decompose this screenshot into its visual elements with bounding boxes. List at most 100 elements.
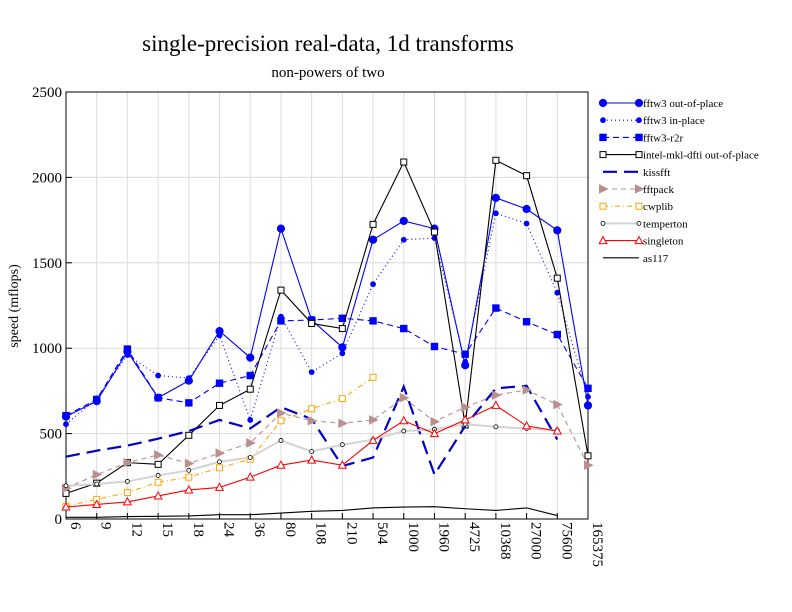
data-point xyxy=(247,417,254,423)
data-point xyxy=(370,281,376,288)
data-point xyxy=(635,202,643,210)
data-point xyxy=(63,421,69,428)
data-point xyxy=(185,375,192,381)
x-tick-label: 15 xyxy=(159,522,175,537)
x-tick-label: 165375 xyxy=(589,522,605,567)
data-point xyxy=(154,394,162,402)
x-tick-label: 24 xyxy=(221,522,237,538)
data-point xyxy=(338,343,347,352)
data-point xyxy=(600,117,606,124)
series-fftw3-out-of-place xyxy=(61,193,593,421)
data-point xyxy=(62,411,70,420)
legend-label: fftw3-r2r xyxy=(643,132,683,144)
data-point xyxy=(491,390,502,400)
data-point xyxy=(214,482,225,491)
data-point xyxy=(636,220,642,226)
y-tick-label: 2500 xyxy=(32,85,62,101)
data-point xyxy=(308,369,315,376)
x-tick-label: 504 xyxy=(374,522,390,545)
data-point xyxy=(185,473,193,481)
data-point xyxy=(307,415,318,426)
data-point xyxy=(399,415,409,425)
data-point xyxy=(308,319,316,327)
legend-entry: kissfft xyxy=(603,167,670,179)
data-point xyxy=(368,435,378,444)
data-point xyxy=(634,235,644,245)
data-point xyxy=(339,350,346,357)
data-point xyxy=(216,401,224,409)
data-point xyxy=(154,478,162,486)
data-point xyxy=(276,224,286,233)
data-point xyxy=(215,379,224,387)
series-line xyxy=(65,389,589,489)
data-point xyxy=(401,428,407,434)
series-line xyxy=(65,212,589,425)
data-point xyxy=(599,184,609,194)
x-tick-label: 108 xyxy=(313,522,329,545)
data-point xyxy=(598,235,608,245)
data-point xyxy=(276,408,287,418)
legend-entry: cwplib xyxy=(599,201,673,213)
series-layer xyxy=(61,156,594,518)
chart-title: single-precision real-data, 1d transform… xyxy=(142,31,514,56)
data-point xyxy=(491,193,500,202)
data-point xyxy=(122,496,133,506)
series-cwplib xyxy=(62,373,377,510)
legend-label: cwplib xyxy=(643,201,673,213)
data-point xyxy=(155,372,162,379)
data-point xyxy=(185,431,193,439)
x-tick-label: 4725 xyxy=(466,522,482,552)
legend-label: intel-mkl-dfti out-of-place xyxy=(643,150,759,162)
data-point xyxy=(584,384,592,393)
data-point xyxy=(634,98,644,108)
x-tick-label: 9 xyxy=(98,522,114,530)
y-tick-label: 1000 xyxy=(32,341,62,357)
data-point xyxy=(339,442,345,448)
data-point xyxy=(399,392,410,403)
data-point xyxy=(247,455,253,460)
data-point xyxy=(337,460,347,469)
x-tick-label: 27000 xyxy=(528,522,544,560)
data-point xyxy=(184,484,194,494)
x-tick-label: 36 xyxy=(251,522,267,538)
data-point xyxy=(309,449,315,454)
data-point xyxy=(246,385,254,393)
data-point xyxy=(400,158,408,166)
grid xyxy=(65,91,589,520)
data-point xyxy=(583,401,593,410)
data-point xyxy=(522,318,531,326)
data-point xyxy=(184,458,195,469)
y-tick-label: 500 xyxy=(40,427,63,443)
data-point xyxy=(636,117,642,124)
series-line xyxy=(65,159,589,494)
data-point xyxy=(123,345,132,353)
x-tick-label: 18 xyxy=(190,522,206,537)
data-point xyxy=(307,455,317,464)
data-point xyxy=(491,400,501,409)
data-point xyxy=(277,286,285,294)
data-point xyxy=(635,133,643,142)
data-point xyxy=(635,184,645,194)
data-point xyxy=(92,469,103,480)
data-point xyxy=(429,428,440,438)
data-point xyxy=(186,467,192,473)
series-fftw3-in-place xyxy=(63,210,591,428)
data-point xyxy=(400,236,407,243)
legend-entry: singleton xyxy=(598,235,684,248)
data-point xyxy=(584,452,592,460)
y-tick-label: 1500 xyxy=(32,256,62,272)
data-point xyxy=(215,448,226,459)
plot-frame xyxy=(65,91,589,520)
legend-entry: temperton xyxy=(600,218,688,230)
data-point xyxy=(598,98,608,108)
legend-entry: as117 xyxy=(603,253,669,265)
data-point xyxy=(217,459,222,465)
data-point xyxy=(523,172,531,180)
data-point xyxy=(461,402,471,412)
data-point xyxy=(553,399,563,410)
data-point xyxy=(599,133,607,142)
y-tick-label: 2000 xyxy=(32,170,62,186)
x-tick-label: 75600 xyxy=(558,522,574,560)
legend-label: fftw3 out-of-place xyxy=(643,98,723,110)
